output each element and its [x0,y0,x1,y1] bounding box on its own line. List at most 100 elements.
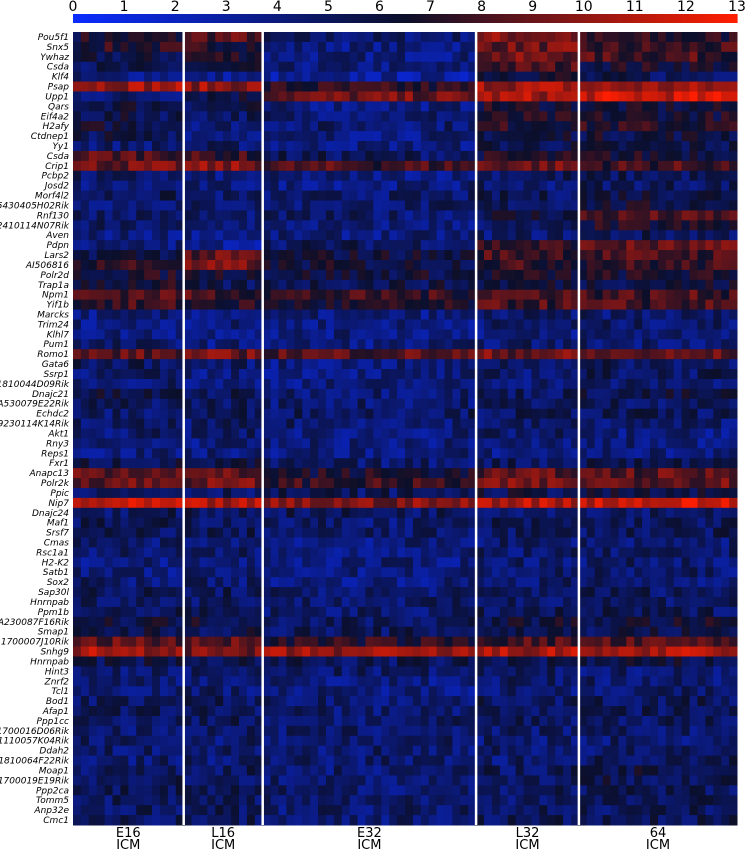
heatmap-cell [365,497,374,509]
heatmap-cell [594,51,604,63]
heatmap-cell [578,170,588,182]
heatmap-cell [302,32,311,43]
heatmap-cell [507,141,517,152]
heatmap-cell [136,319,145,330]
heatmap-cell [223,190,232,202]
heatmap-cell [183,567,193,578]
heatmap-cell [452,319,461,330]
heatmap-cell [531,41,540,53]
heatmap-cell [167,61,177,73]
heatmap-cell [586,487,596,499]
heatmap-cell [254,507,264,519]
heatmap-cell [729,398,738,410]
heatmap-cell [523,408,532,420]
heatmap-cell [246,250,256,261]
heatmap-cell [246,547,256,558]
heatmap-cell [523,170,532,182]
heatmap-cell [341,349,351,360]
heatmap-cell [239,279,248,291]
heatmap-cell [499,259,509,271]
heatmap-cell [578,438,588,449]
heatmap-cell [650,269,659,281]
heatmap-cell [602,378,612,390]
heatmap-cell [349,388,359,400]
heatmap-cell [547,81,556,92]
heatmap-cell [278,398,287,410]
heatmap-cell [578,111,588,122]
heatmap-cell [318,378,327,390]
heatmap-cell [104,497,114,509]
heatmap-cell [476,428,485,439]
heatmap-cell [428,32,438,43]
heatmap-cell [310,101,319,112]
heatmap-cell [610,71,619,83]
heatmap-cell [183,279,193,291]
heatmap-cell [270,230,280,241]
heatmap-cell [80,269,90,281]
heatmap-cell [239,180,248,192]
heatmap-cell [239,349,248,360]
heatmap-cell [673,369,683,380]
heatmap-cell [310,487,319,499]
heatmap-cell [294,349,303,360]
heatmap-cell [436,547,446,558]
colorbar-segment [565,14,570,23]
heatmap-cell [96,71,106,83]
heatmap-cell [713,339,722,350]
heatmap-cell [207,240,216,251]
heatmap-cell [175,487,185,499]
heatmap-cell [112,398,121,410]
heatmap-cell [246,279,256,291]
heatmap-cell [626,71,635,83]
heatmap-cell [199,101,208,112]
heatmap-cell [578,91,588,102]
heatmap-cell [491,448,501,459]
colorbar-segment [153,14,158,23]
heatmap-cell [88,468,98,479]
heatmap-cell [713,220,722,231]
heatmap-cell [246,111,256,122]
heatmap-cell [531,250,540,261]
heatmap-cell [325,279,335,291]
heatmap-cell [705,150,714,162]
heatmap-cell [365,359,374,370]
heatmap-cell [689,369,698,380]
heatmap-cell [318,517,327,529]
heatmap-cell [428,468,438,479]
heatmap-cell [444,487,453,499]
heatmap-cell [207,378,216,390]
heatmap-cell [405,428,414,439]
heatmap-cell [199,160,208,172]
heatmap-cell [507,408,517,420]
heatmap-cell [713,91,722,102]
heatmap-cell [152,180,161,192]
colorbar-segment [381,14,386,23]
heatmap-cell [468,41,477,53]
colorbar-segment [269,14,274,23]
heatmap-cell [231,121,240,132]
heatmap-cell [499,537,509,548]
heatmap-cell [555,190,564,202]
heatmap-cell [412,408,422,420]
heatmap-cell [112,349,121,360]
colorbar-segment [637,14,642,23]
heatmap-cell [705,259,714,271]
heatmap-cell [128,527,137,539]
heatmap-cell [381,61,390,73]
heatmap-cell [175,468,185,479]
heatmap-cell [215,101,224,112]
heatmap-cell [325,269,335,281]
heatmap-cell [507,220,517,231]
heatmap-cell [507,388,517,400]
heatmap-cell [713,438,722,449]
heatmap-cell [713,378,722,390]
heatmap-cell [642,408,651,420]
heatmap-cell [318,190,327,202]
heatmap-cell [420,279,430,291]
colorbar-segment [489,14,494,23]
heatmap-cell [389,121,398,132]
heatmap-cell [286,170,295,182]
heatmap-cell [373,101,382,112]
heatmap-cell [246,289,256,301]
heatmap-cell [665,240,675,251]
